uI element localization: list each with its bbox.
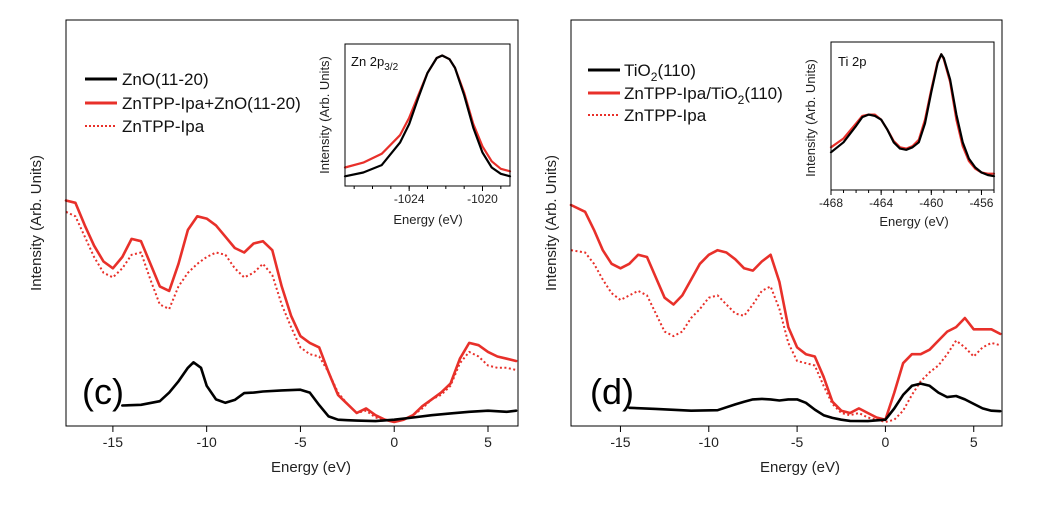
legend-label-zntpp-c: ZnTPP-Ipa xyxy=(122,117,205,136)
panel-c-inset-x-tick-label: -1020 xyxy=(467,192,498,206)
panel-d-inset-x-axis-label: Energy (eV) xyxy=(879,214,948,229)
panel-c-curves xyxy=(64,199,518,424)
panel-c-series-zntpp-ipa-dotted-line xyxy=(65,210,517,423)
panel-c-x-tick-label: 5 xyxy=(484,434,492,450)
panel-c-inset: -1024 -1020 Zn 2p3/2 Energy (eV) Intensit… xyxy=(317,43,512,227)
panel-d-x-tick-label: -15 xyxy=(610,434,630,450)
panel-c-inset-title: Zn 2p3/2 xyxy=(351,54,399,73)
legend-label-tio2: TiO2(110) xyxy=(624,61,696,84)
panel-d-inset-frame xyxy=(830,41,995,191)
panel-c-inset-x-axis-label: Energy (eV) xyxy=(393,212,462,227)
panel-d-plot-frame xyxy=(570,19,1003,427)
panel-c-x-tick-label: -5 xyxy=(294,434,307,450)
panel-d-inset-bg xyxy=(831,42,994,190)
panel-d-x-ticks: -15 -10 -5 0 5 xyxy=(610,426,978,450)
panel-d-inset-curves xyxy=(829,53,996,178)
panel-c-x-tick-label: 0 xyxy=(390,434,398,450)
panel-d-legend: TiO2(110) ZnTPP-Ipa/TiO2(110) ZnTPP-Ipa xyxy=(588,61,783,125)
panel-c-inset-x-tick-label: -1024 xyxy=(394,192,425,206)
panel-d-x-axis-label: Energy (eV) xyxy=(760,459,840,476)
panel-d-curves xyxy=(569,203,1002,423)
panel-c-x-axis-label: Energy (eV) xyxy=(271,459,351,476)
panel-d-inset-x-tick-label: -460 xyxy=(919,196,943,210)
panel-c-series-zntpp-ipa-zno-11-20-line xyxy=(64,199,518,424)
panel-d-inset: -468 -464 -460 -456 Ti 2p Energy (eV) Inten… xyxy=(803,41,996,229)
panel-c-x-ticks: -15 -10 -5 0 5 xyxy=(103,426,492,450)
panel-d-x-tick-label: -10 xyxy=(699,434,719,450)
panel-d-x-tick-label: -5 xyxy=(791,434,804,450)
legend-label-zntpp-d: ZnTPP-Ipa xyxy=(624,106,707,125)
panel-d-inset-x-tick-label: -468 xyxy=(819,196,843,210)
panel-c-series-zno-11-20-line xyxy=(121,360,518,423)
panel-c-legend: ZnO(11-20) ZnTPP-Ipa+ZnO(11-20) ZnTPP-Ip… xyxy=(85,70,301,136)
panel-c-inset-y-axis-label: Intensity (Arb. Units) xyxy=(317,56,332,174)
panel-d-x-tick-label: 0 xyxy=(882,434,890,450)
panel-c-inset-curves xyxy=(343,54,512,178)
panel-d-y-axis-label: Intensity (Arb. Units) xyxy=(543,155,560,291)
panel-d-inset-y-axis-label: Intensity (Arb. Units) xyxy=(803,59,818,177)
panel-c-inset-bg xyxy=(345,44,510,186)
panel-c: -15 -10 -5 0 5 Energy (eV) Intensity (Arb. U… xyxy=(28,19,519,476)
panel-c-inset-series-zno-11-20-line xyxy=(343,54,512,178)
panel-d-inset-series-tio2-110-line xyxy=(829,53,996,178)
panel-c-x-tick-label: -10 xyxy=(197,434,217,450)
panel-c-label: (c) xyxy=(82,371,124,412)
panel-d-series-zntpp-ipa-tio2-110-line xyxy=(569,203,1002,422)
panel-d-inset-x-tick-label: -464 xyxy=(869,196,893,210)
legend-label-zntpp-zno: ZnTPP-Ipa+ZnO(11-20) xyxy=(122,94,301,113)
panel-c-y-axis-label: Intensity (Arb. Units) xyxy=(28,155,45,291)
panel-d-label: (d) xyxy=(590,371,634,412)
panel-d-series-zntpp-ipa-dotted-line xyxy=(570,249,1001,423)
panel-d-inset-title: Ti 2p xyxy=(838,54,866,69)
legend-label-zno: ZnO(11-20) xyxy=(122,70,209,89)
panel-d-x-tick-label: 5 xyxy=(970,434,978,450)
panel-d-inset-x-ticks: -468 -464 -460 -456 xyxy=(819,190,995,210)
panel-d-inset-x-tick-label: -456 xyxy=(969,196,993,210)
legend-label-zntpp-tio2: ZnTPP-Ipa/TiO2(110) xyxy=(624,84,783,107)
panel-c-inset-x-ticks: -1024 -1020 xyxy=(353,186,502,206)
panel-c-plot-frame xyxy=(65,19,519,427)
panel-d-series-tio2-110-line xyxy=(627,382,1002,423)
panel-d: -15 -10 -5 0 5 Energy (eV) Intensity (Arb. U… xyxy=(543,19,1003,476)
panel-c-x-tick-label: -15 xyxy=(103,434,123,450)
